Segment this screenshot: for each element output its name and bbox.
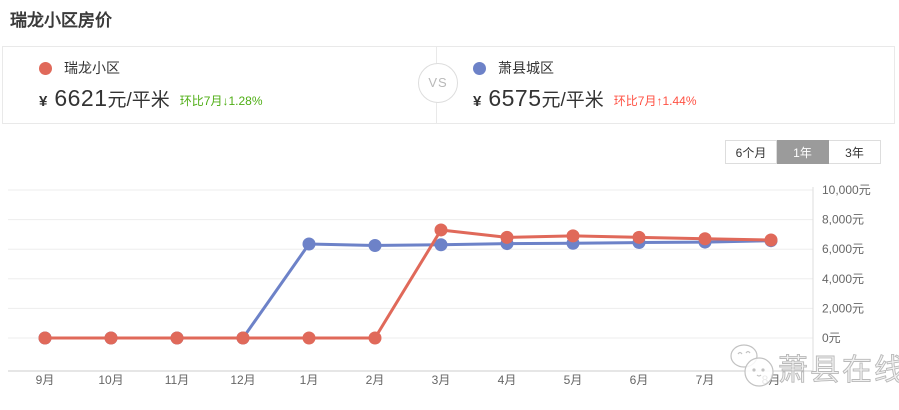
x-axis-tick-label: 3月 xyxy=(432,373,451,387)
x-axis-tick-label: 8月 xyxy=(762,373,781,387)
vs-badge: VS xyxy=(418,63,458,103)
tab-3years[interactable]: 3年 xyxy=(829,140,881,164)
data-point[interactable] xyxy=(170,331,184,345)
left-series-name: 瑞龙小区 xyxy=(64,60,120,76)
y-axis-tick-label: 0元 xyxy=(822,331,841,345)
comparison-panel: 瑞龙小区 ¥ 6621 元/平米 环比7月↓1.28% 萧县城区 ¥ 6575 xyxy=(2,46,895,124)
x-axis-tick-label: 4月 xyxy=(498,373,517,387)
data-point[interactable] xyxy=(104,331,118,345)
y-axis-tick-label: 6,000元 xyxy=(822,242,864,256)
page-title: 瑞龙小区房价 xyxy=(10,11,112,30)
data-point[interactable] xyxy=(302,237,316,251)
right-currency-symbol: ¥ xyxy=(473,93,482,110)
x-axis-tick-label: 11月 xyxy=(165,373,189,387)
data-point[interactable] xyxy=(434,238,448,252)
right-series-card: 萧县城区 ¥ 6575 元/平米 环比7月↑1.44% xyxy=(437,47,894,123)
x-axis-tick-label: 9月 xyxy=(36,373,55,387)
data-point[interactable] xyxy=(698,232,712,246)
x-axis-tick-label: 5月 xyxy=(564,373,583,387)
y-axis-tick-label: 4,000元 xyxy=(822,272,864,286)
data-point[interactable] xyxy=(38,331,52,345)
x-axis-tick-label: 7月 xyxy=(696,373,715,387)
left-price-unit: 元/平米 xyxy=(107,90,170,111)
right-series-dot-icon xyxy=(473,61,486,75)
data-point[interactable] xyxy=(434,223,448,237)
x-axis-tick-label: 2月 xyxy=(366,373,385,387)
price-trend-chart: 0元 2,000元 4,000元 6,000元 8,000元 10,000元 9月 10月 11… xyxy=(8,183,871,387)
tab-6months[interactable]: 6个月 xyxy=(725,140,777,164)
data-point[interactable] xyxy=(566,229,580,243)
x-axis-tick-label: 1月 xyxy=(300,373,319,387)
x-axis-tick-label: 10月 xyxy=(98,373,123,387)
left-price-value: 6621 xyxy=(54,85,108,111)
y-axis-tick-label: 8,000元 xyxy=(822,213,864,227)
series-line xyxy=(45,239,772,340)
series-line xyxy=(45,228,772,340)
data-point[interactable] xyxy=(302,331,316,345)
y-axis-tick-label: 2,000元 xyxy=(822,301,864,315)
left-mom-change: 环比7月↓1.28% xyxy=(179,94,263,108)
data-point[interactable] xyxy=(632,230,646,244)
data-point[interactable] xyxy=(368,331,382,345)
right-mom-change: 环比7月↑1.44% xyxy=(613,94,697,108)
x-axis-tick-label: 12月 xyxy=(230,373,255,387)
tab-1year[interactable]: 1年 xyxy=(777,140,829,164)
left-series-card: 瑞龙小区 ¥ 6621 元/平米 环比7月↓1.28% xyxy=(3,47,437,123)
y-axis-tick-label: 10,000元 xyxy=(822,183,871,197)
data-point[interactable] xyxy=(764,233,778,247)
right-price-value: 6575 xyxy=(488,85,542,111)
right-price-unit: 元/平米 xyxy=(541,90,604,111)
data-point[interactable] xyxy=(368,239,382,252)
right-series-name: 萧县城区 xyxy=(498,60,554,76)
data-point[interactable] xyxy=(500,230,514,244)
left-series-dot-icon xyxy=(39,61,52,75)
time-range-tabs: 6个月 1年 3年 xyxy=(725,140,881,164)
left-currency-symbol: ¥ xyxy=(39,93,48,110)
x-axis-tick-label: 6月 xyxy=(630,373,649,387)
data-point[interactable] xyxy=(236,331,250,345)
